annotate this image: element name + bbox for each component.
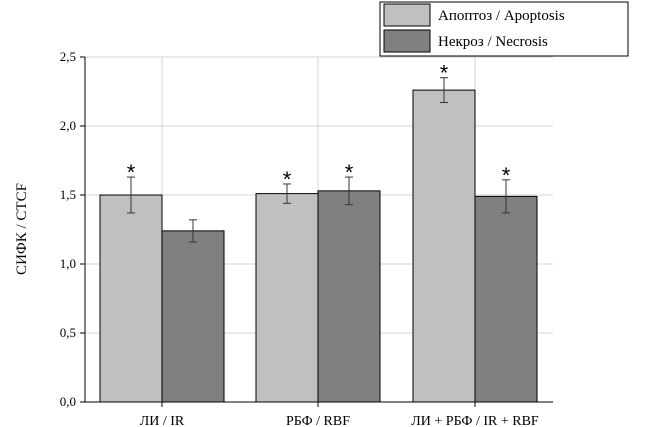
x-tick-label: ЛИ + РБФ / IR + RBF — [411, 414, 539, 427]
legend-swatch — [383, 29, 431, 53]
significance-marker: * — [440, 61, 449, 86]
y-tick-label: 1,5 — [60, 187, 76, 202]
legend: Апоптоз / Apoptosis Некроз / Necrosis — [379, 1, 629, 57]
significance-marker: * — [345, 160, 354, 185]
bars: * * * * * — [99, 61, 538, 403]
x-tick-label: ЛИ / IR — [140, 414, 185, 427]
significance-marker: * — [127, 160, 136, 185]
y-tick-label: 0,0 — [60, 394, 76, 409]
legend-swatch — [383, 3, 431, 27]
y-tick-label: 2,5 — [60, 49, 76, 64]
bar — [255, 193, 319, 403]
legend-label: Некроз / Necrosis — [438, 34, 548, 50]
bar — [317, 190, 381, 403]
legend-label: Апоптоз / Apoptosis — [438, 8, 565, 24]
y-tick-label: 1,0 — [60, 256, 76, 271]
bar — [161, 230, 225, 403]
y-tick-label: 0,5 — [60, 325, 76, 340]
x-tick-label: РБФ / RBF — [286, 414, 350, 427]
ticks: 0,0 0,5 1,0 1,5 2,0 2,5 ЛИ / IR РБФ / RBF ЛИ + Р… — [60, 49, 539, 427]
bar — [474, 195, 538, 403]
bar — [412, 89, 476, 403]
significance-marker: * — [283, 167, 292, 192]
bar — [99, 194, 163, 403]
y-axis-title: СИФК / CTCF — [14, 183, 30, 275]
significance-marker: * — [502, 163, 511, 188]
y-tick-label: 2,0 — [60, 118, 76, 133]
